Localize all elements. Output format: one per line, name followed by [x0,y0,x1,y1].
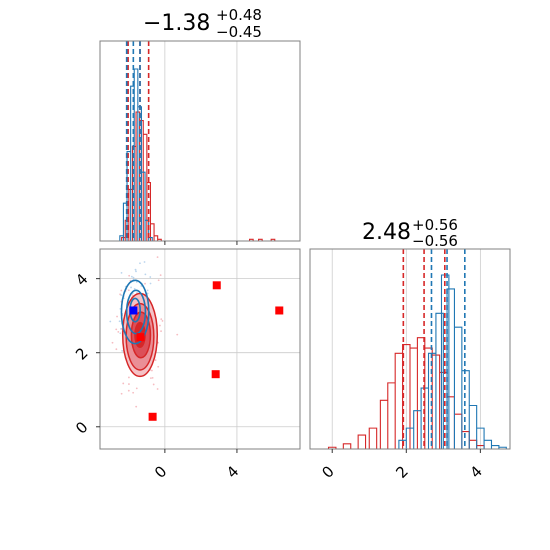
joint-red-sample-point [132,391,135,394]
joint-red-sample-point [159,324,161,327]
joint-red-sample-point [120,289,123,292]
joint-red-sample-point [151,369,153,372]
joint-red-sample-point [131,294,134,297]
joint-red-sample-point [128,383,130,385]
joint-red-sample-point [157,279,160,282]
joint-blue-sample-point [130,286,132,289]
joint-frame [99,248,301,450]
joint-red-sample-point [127,289,130,292]
joint-red-sample-point [120,392,123,395]
joint-blue-sample-point [134,268,137,271]
joint-red-sample-point [176,333,179,336]
joint-red-sample-point [156,388,159,390]
joint-red-sample-point [160,330,162,333]
joint-red-marker [212,281,221,290]
joint-blue-sample-point [149,282,152,285]
joint-blue-sample-point [143,261,146,263]
joint-blue-sample-point [118,320,121,323]
joint-red-sample-point [127,376,130,379]
joint-blue-sample-point [119,332,122,335]
param1-hist-red-series [118,111,276,241]
joint-blue-sample-point [121,349,124,352]
joint-red-sample-point [157,365,160,368]
param2-title: 2.48 +0.56 −0.56 [362,216,458,250]
param2-title-main: 2.48 [362,220,411,245]
param1-title-upper: +0.48 [216,6,262,24]
param2-hist-xtick-label: 0 [318,462,337,481]
joint-red-sample-point [127,389,130,392]
joint-blue-sample-point [133,288,136,290]
param2-hist-xtick-label: 4 [466,462,485,481]
param2-title-upper: +0.56 [412,216,458,234]
joint-red-sample-point [115,328,118,331]
joint-blue-sample-point [120,294,123,297]
joint-red-sample-point [115,348,118,351]
joint-blue-contour-mid [125,289,147,335]
param2-title-lower: −0.56 [412,232,458,250]
joint-blue-sample-point [139,262,141,265]
param1-title-lower: −0.45 [216,23,262,41]
param2-histogram [327,249,507,449]
joint-red-sample-point [135,387,138,390]
joint-red-sample-point [144,282,146,285]
joint-blue-marker [129,306,138,315]
joint-blue-sample-point [146,289,149,292]
param1-hist-frame [99,40,301,242]
joint-ytick-label: 4 [72,270,91,289]
joint-red-sample-point [116,315,118,318]
joint-red-sample-point [92,300,94,302]
joint-red-sample-point [111,341,114,344]
joint-blue-sample-point [120,328,122,330]
joint-red-sample-point [156,256,159,258]
joint-red-sample-point [122,382,125,385]
joint-red-sample-point [135,405,138,408]
param1-hist-blue-series [116,68,153,241]
joint-red-sample-point [152,383,155,386]
joint-red-sample-point [160,318,163,320]
joint-red-marker [136,333,145,342]
joint-red-sample-point [136,452,138,454]
joint-blue-contour-outer [120,279,150,345]
joint-red-marker [148,412,157,421]
joint-red-sample-point [117,330,120,333]
joint-red-sample-point [151,376,154,379]
joint-ytick-label: 2 [72,344,91,363]
joint-red-marker [211,370,220,379]
joint-blue-sample-point [144,273,147,276]
joint-red-sample-point [128,274,131,277]
joint-ytick-label: 0 [72,418,91,437]
joint-xtick-label: 4 [223,462,242,481]
joint-blue-sample-point [109,320,112,323]
joint-red-sample-point [149,377,152,380]
joint-blue-sample-point [146,292,149,295]
joint-blue-sample-point [120,271,123,274]
joint-xtick-label: 0 [151,462,170,481]
param2-hist-frame [309,248,511,450]
param1-title-main: −1.38 [143,11,211,36]
joint-blue-sample-point [140,285,143,287]
joint-blue-sample-point [135,281,138,283]
joint-blue-sample-point [132,276,135,279]
joint-red-sample-point [159,274,162,277]
param2-hist-xtick-label: 2 [392,462,411,481]
joint-blue-sample-point [130,275,133,278]
joint-red-marker [275,306,284,315]
param1-title: −1.38 +0.48 −0.45 [143,6,262,41]
param2-hist-blue-series [387,274,507,449]
joint-blue-sample-point [135,270,137,273]
joint-red-sample-point [161,320,164,322]
joint-red-sample-point [154,359,157,361]
joint-panel [92,249,300,454]
param1-histogram [116,41,276,241]
joint-blue-sample-point [149,276,152,278]
